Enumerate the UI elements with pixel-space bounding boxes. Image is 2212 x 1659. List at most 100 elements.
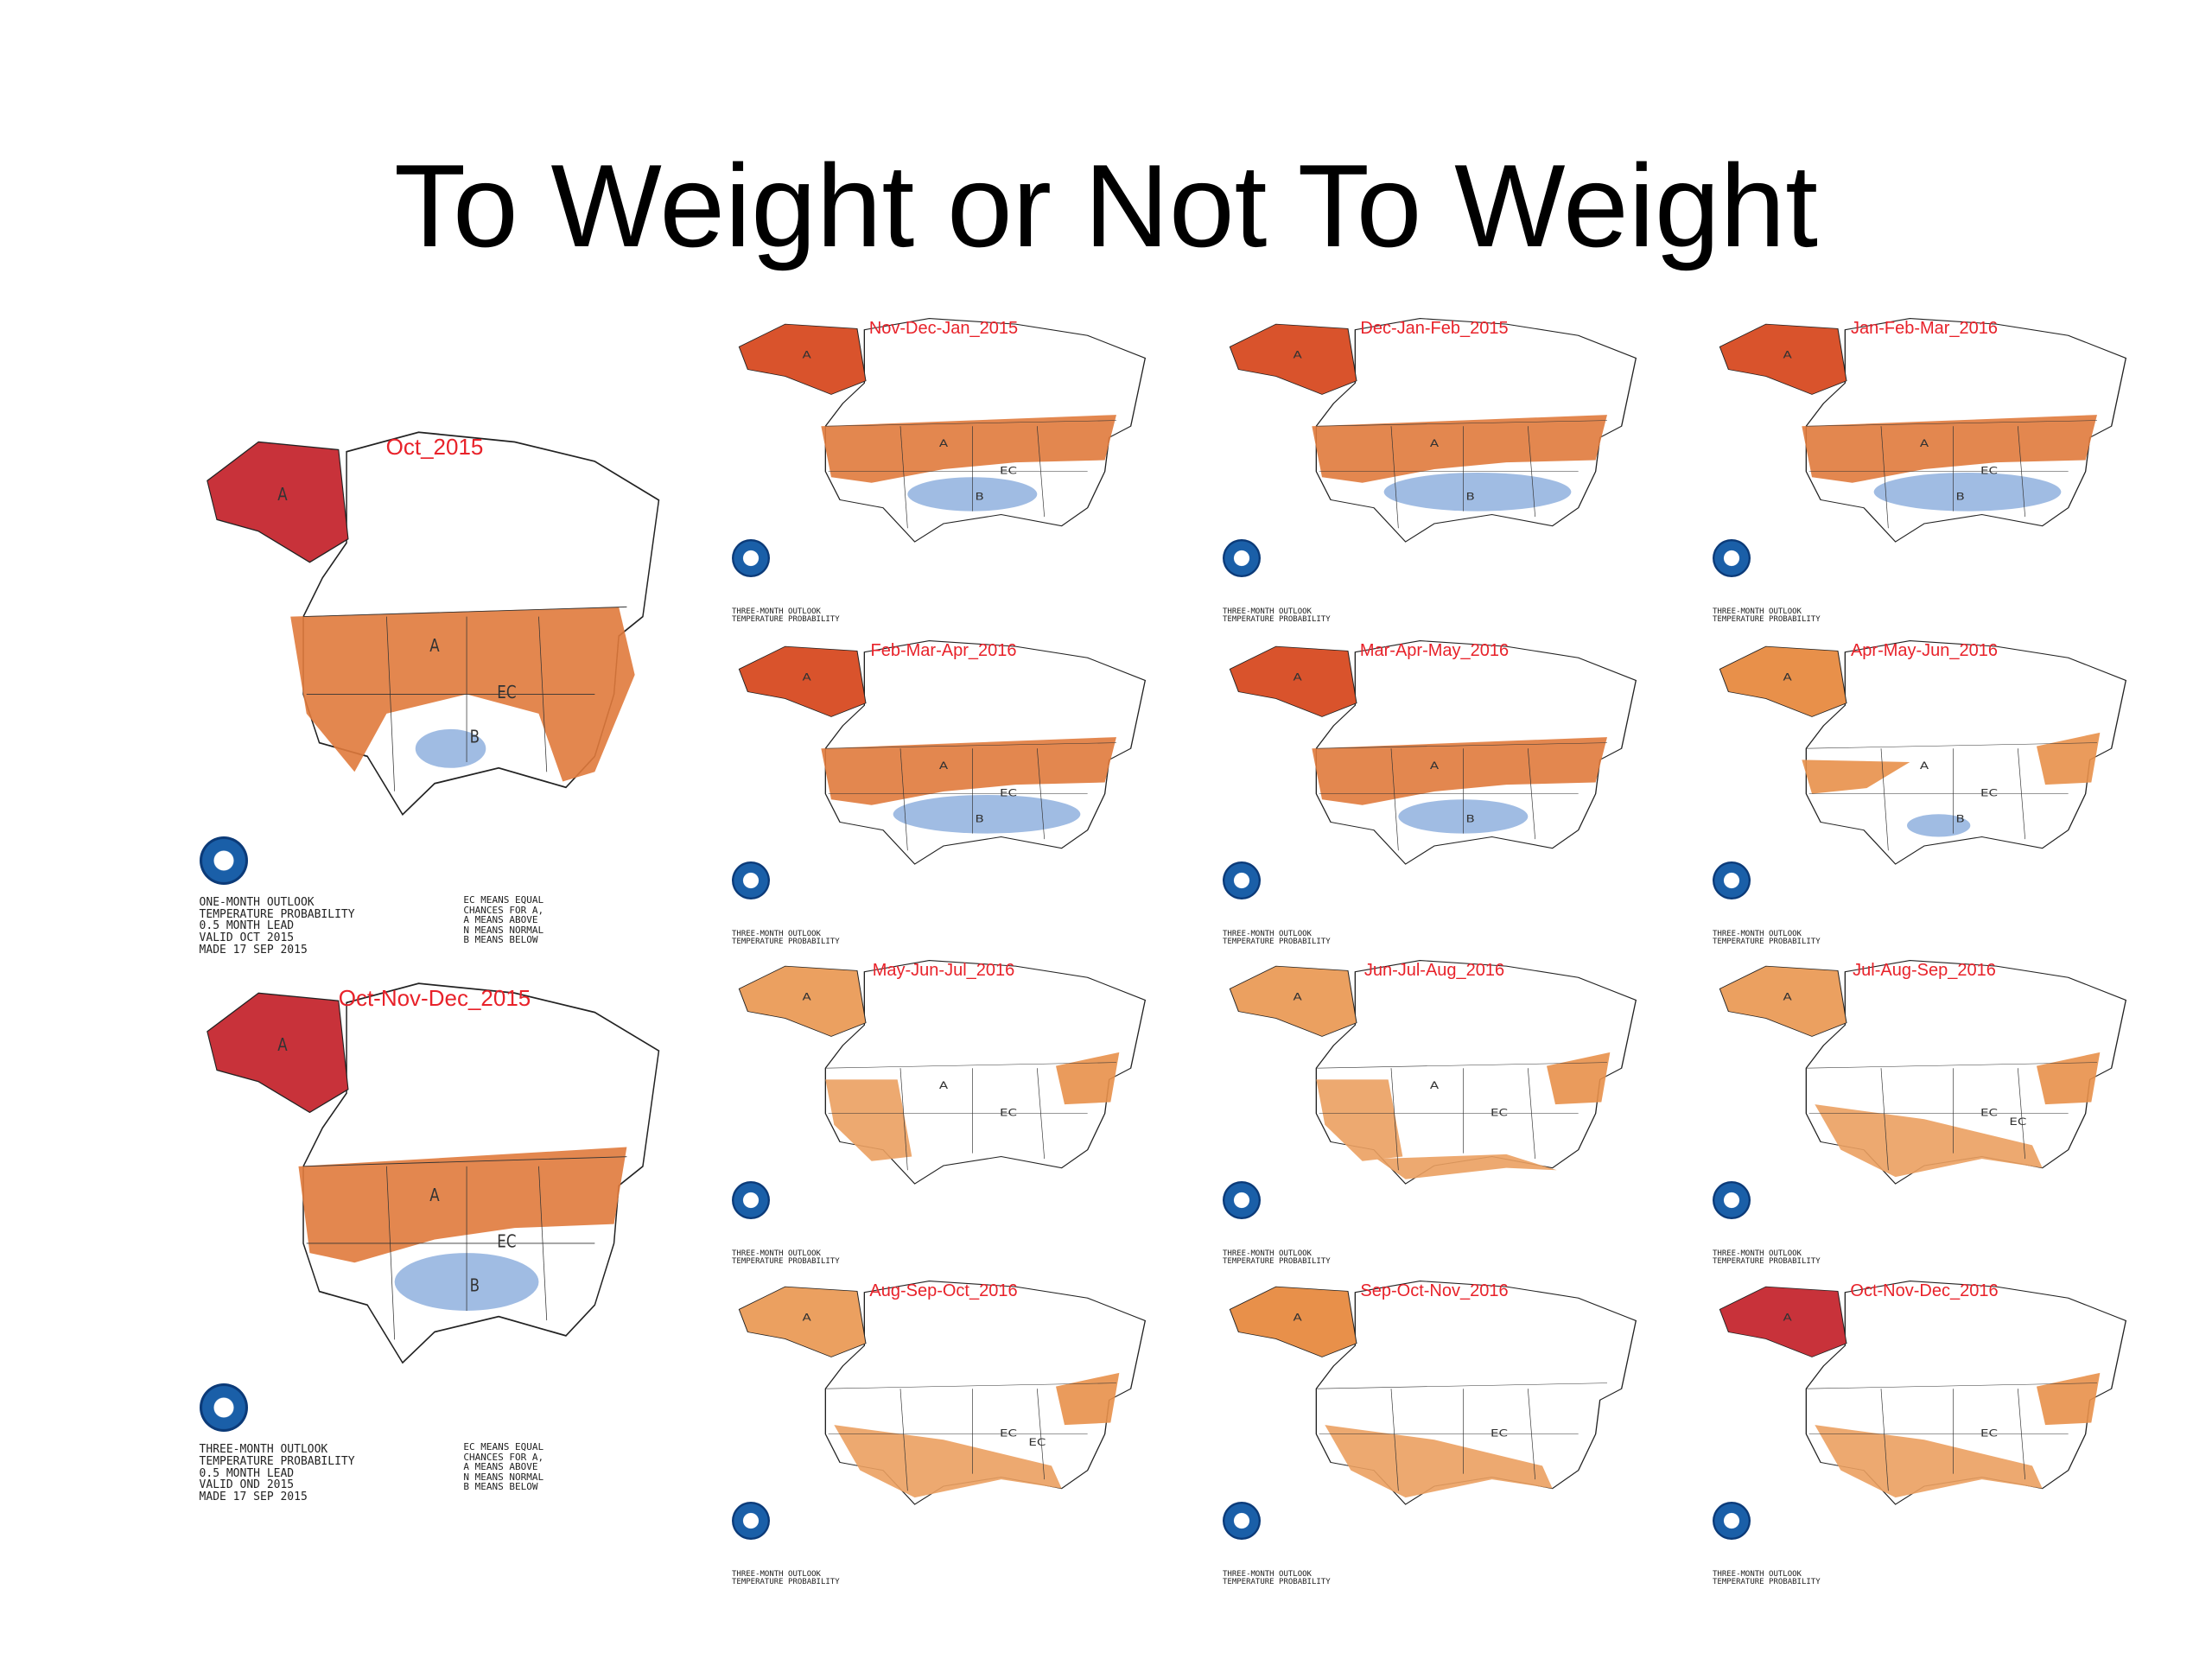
- above-normal-area: [1056, 1052, 1120, 1105]
- above-normal-area: [834, 1425, 1062, 1498]
- above-normal-area: [298, 1147, 627, 1263]
- region-label: A: [429, 637, 440, 657]
- caption-line: THREE-MONTH OUTLOOK: [1223, 607, 1312, 616]
- legend: EC MEANS EQUAL CHANCES FOR A, A MEANS ABOV…: [463, 1442, 543, 1492]
- below-normal-area: [893, 794, 1081, 834]
- caption-line: 0.5 MONTH LEAD: [199, 919, 295, 933]
- legend-line: B MEANS BELOW: [463, 1481, 538, 1493]
- caption-line: 0.5 MONTH LEAD: [199, 1466, 295, 1480]
- caption: THREE-MONTH OUTLOOK TEMPERATURE PROBABILI…: [1713, 607, 1821, 625]
- border-line: [1390, 748, 1399, 851]
- caption-line: THREE-MONTH OUTLOOK: [1713, 607, 1802, 616]
- legend-line: N MEANS NORMAL: [463, 1471, 544, 1483]
- caption: THREE-MONTH OUTLOOK TEMPERATURE PROBABILI…: [1713, 1249, 1821, 1267]
- region-label: EC: [1980, 465, 1998, 477]
- border-line: [1806, 742, 2098, 749]
- border-line: [899, 1389, 908, 1491]
- region-label: A: [939, 1079, 949, 1091]
- outlook-map: A A B Dec-Jan-Feb_2015 THREE-MONTH OUTLOOK TE…: [1218, 313, 1650, 631]
- map-label: Aug-Sep-Oct_2016: [869, 1281, 1018, 1301]
- caption: THREE-MONTH OUTLOOK TEMPERATURE PROBABILI…: [1713, 1570, 1821, 1587]
- border-line: [899, 1068, 908, 1171]
- map-drawing: A A EC B: [738, 318, 1147, 543]
- map-label: Oct-Nov-Dec_2016: [1850, 1281, 1999, 1301]
- legend-line: B MEANS BELOW: [463, 934, 538, 946]
- legend-line: A MEANS ABOVE: [463, 914, 538, 926]
- noaa-logo: [1223, 861, 1261, 899]
- legend-line: EC MEANS EQUAL: [463, 894, 544, 906]
- map-drawing: A A EC B: [1719, 318, 2127, 543]
- region-label: EC: [2009, 1116, 2026, 1128]
- above-normal-area: [1802, 760, 1910, 794]
- region-label: EC: [1000, 787, 1017, 799]
- outlook-map: EC A EC Jul-Aug-Sep_2016 THREE-MONTH OUTLOOK…: [1708, 955, 2140, 1273]
- caption-line: TEMPERATURE PROBABILITY: [1713, 1257, 1821, 1267]
- region-label: A: [803, 1312, 812, 1324]
- region-label: EC: [497, 1232, 516, 1252]
- caption: THREE-MONTH OUTLOOK TEMPERATURE PROBABILI…: [1223, 1249, 1331, 1267]
- region-label: B: [470, 728, 480, 747]
- map-label: Sep-Oct-Nov_2016: [1360, 1281, 1509, 1301]
- caption-line: TEMPERATURE PROBABILITY: [732, 1578, 840, 1587]
- caption-line: THREE-MONTH OUTLOOK: [1223, 929, 1312, 938]
- border-line: [1390, 426, 1399, 529]
- caption: THREE-MONTH OUTLOOK TEMPERATURE PROBABILI…: [732, 607, 840, 625]
- outlook-map: EC A Oct-Nov-Dec_2016 THREE-MONTH OUTLOOK TE…: [1708, 1275, 2140, 1593]
- below-normal-area: [1383, 472, 1572, 512]
- caption-line: TEMPERATURE PROBABILITY: [732, 1257, 840, 1267]
- above-normal-area: [2037, 1372, 2101, 1426]
- border-line: [1880, 1389, 1889, 1491]
- map-drawing: A A EC: [1229, 960, 1637, 1185]
- map-label: Jun-Jul-Aug_2016: [1363, 961, 1505, 981]
- region-label: A: [803, 991, 812, 1003]
- caption-line: TEMPERATURE PROBABILITY: [1713, 938, 1821, 947]
- border-line: [825, 1382, 1117, 1389]
- above-normal-area: [1325, 1425, 1553, 1498]
- border-line: [1316, 1382, 1608, 1389]
- alaska: [738, 645, 867, 717]
- map-label: May-Jun-Jul_2016: [872, 961, 1015, 981]
- caption-line: TEMPERATURE PROBABILITY: [1223, 615, 1331, 625]
- legend-line: N MEANS NORMAL: [463, 924, 544, 936]
- caption-line: VALID OND 2015: [199, 1478, 295, 1492]
- map-drawing: A A EC: [738, 960, 1147, 1185]
- noaa-logo: [199, 1383, 248, 1432]
- border-line: [386, 616, 396, 791]
- outlook-map: A A EC B Feb-Mar-Apr_2016 THREE-MONTH OUTLOOK…: [728, 635, 1160, 953]
- region-label: A: [277, 485, 288, 505]
- outlook-map: A A B Mar-Apr-May_2016 THREE-MONTH OUTLOOK TE…: [1218, 635, 1650, 953]
- above-normal-area: [1316, 1079, 1403, 1161]
- region-label: EC: [1491, 1107, 1508, 1119]
- caption-line: TEMPERATURE PROBABILITY: [1713, 1578, 1821, 1587]
- border-line: [825, 742, 1117, 749]
- caption-line: ONE-MONTH OUTLOOK: [199, 896, 315, 910]
- caption: THREE-MONTH OUTLOOK TEMPERATURE PROBABILI…: [732, 1569, 840, 1587]
- caption: THREE-MONTH OUTLOOK TEMPERATURE PROBABILI…: [1223, 929, 1331, 947]
- map-drawing: A A EC B: [207, 982, 660, 1364]
- outlook-map: A A EC B Jan-Feb-Mar_2016 THREE-MONTH OUTLOOK…: [1708, 313, 2140, 631]
- above-normal-area: [2037, 732, 2101, 785]
- alaska: [1719, 1286, 1847, 1357]
- outlook-map: A A EC Jun-Jul-Aug_2016 THREE-MONTH OUTLOOK T…: [1218, 955, 1650, 1273]
- border-line: [1806, 420, 2098, 427]
- map-label: Apr-May-Jun_2016: [1850, 641, 1999, 661]
- border-line: [899, 426, 908, 529]
- region-label: B: [1956, 491, 1965, 503]
- region-label: EC: [1980, 1107, 1998, 1119]
- alaska: [738, 965, 867, 1037]
- caption-line: THREE-MONTH OUTLOOK: [732, 1249, 821, 1258]
- region-label: A: [1920, 760, 1929, 772]
- region-label: EC: [1980, 1427, 1998, 1440]
- alaska: [1229, 645, 1357, 717]
- above-normal-area: [2037, 1052, 2101, 1105]
- above-normal-area: [1547, 1052, 1611, 1105]
- alaska: [1719, 645, 1847, 717]
- noaa-logo: [1713, 1502, 1751, 1540]
- border-line: [1806, 1062, 2098, 1069]
- border-line: [386, 1166, 396, 1340]
- map-drawing: A A EC B: [738, 640, 1147, 865]
- caption-line: THREE-MONTH OUTLOOK: [732, 1569, 821, 1579]
- noaa-logo: [732, 861, 770, 899]
- border-line: [1880, 426, 1889, 529]
- map-label: Jul-Aug-Sep_2016: [1853, 961, 1996, 981]
